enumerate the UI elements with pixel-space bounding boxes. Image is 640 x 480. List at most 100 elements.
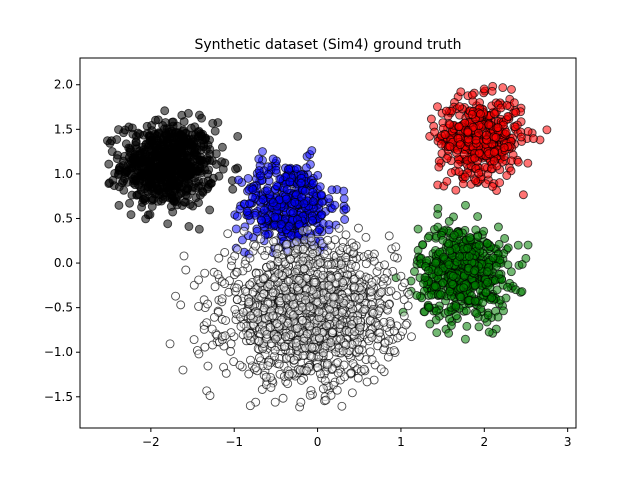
data-point bbox=[268, 311, 278, 321]
data-point bbox=[449, 230, 459, 240]
data-point bbox=[299, 244, 308, 254]
data-point bbox=[315, 258, 325, 268]
data-point bbox=[327, 328, 337, 338]
data-point bbox=[523, 240, 533, 250]
data-point bbox=[291, 338, 301, 348]
data-point bbox=[516, 132, 526, 142]
data-point bbox=[146, 161, 156, 171]
data-point bbox=[231, 164, 241, 174]
data-point bbox=[309, 277, 319, 287]
data-point bbox=[454, 167, 464, 177]
data-point bbox=[169, 132, 179, 142]
data-point bbox=[495, 178, 505, 188]
data-point bbox=[256, 234, 266, 244]
data-point bbox=[403, 301, 413, 311]
data-point bbox=[467, 90, 477, 100]
data-point bbox=[451, 302, 461, 311]
data-point bbox=[230, 251, 240, 261]
data-point bbox=[214, 171, 224, 181]
data-point bbox=[220, 279, 230, 289]
data-point bbox=[461, 306, 471, 316]
data-point bbox=[523, 158, 533, 168]
cluster-1 bbox=[103, 106, 243, 234]
data-point bbox=[269, 237, 279, 247]
x-tick-label: 0 bbox=[314, 435, 322, 449]
data-point bbox=[141, 214, 151, 224]
x-tick-label: 1 bbox=[397, 435, 405, 449]
data-point bbox=[321, 395, 331, 405]
data-point bbox=[445, 142, 455, 152]
data-point bbox=[354, 345, 364, 355]
data-point bbox=[294, 275, 304, 285]
data-point bbox=[220, 158, 230, 168]
y-axis: −1.5 −1.0 −0.5 0.0 0.5 1.0 1.5 2.0 bbox=[44, 78, 80, 404]
data-point bbox=[213, 270, 223, 279]
data-point bbox=[292, 164, 301, 173]
data-point bbox=[258, 195, 268, 204]
data-point bbox=[341, 230, 351, 240]
data-point bbox=[187, 186, 197, 196]
data-point bbox=[246, 355, 255, 365]
data-point bbox=[282, 185, 292, 195]
data-point bbox=[367, 332, 377, 342]
data-point bbox=[481, 130, 491, 140]
data-point bbox=[301, 163, 311, 173]
data-point bbox=[298, 351, 308, 361]
data-point bbox=[168, 207, 178, 217]
x-tick-label: −1 bbox=[225, 435, 243, 449]
data-point bbox=[185, 170, 195, 180]
data-point bbox=[424, 302, 434, 312]
data-point bbox=[154, 169, 164, 179]
data-point bbox=[475, 148, 484, 158]
data-point bbox=[231, 224, 241, 234]
data-point bbox=[379, 317, 389, 327]
data-point bbox=[439, 252, 449, 262]
data-point bbox=[317, 210, 327, 220]
data-point bbox=[389, 326, 399, 336]
data-point bbox=[445, 120, 455, 130]
data-point bbox=[126, 210, 136, 220]
data-point bbox=[461, 200, 470, 210]
data-point bbox=[165, 339, 175, 349]
data-point bbox=[460, 172, 470, 182]
data-point bbox=[326, 338, 336, 348]
data-point bbox=[189, 148, 199, 158]
data-point bbox=[431, 258, 440, 268]
data-point bbox=[339, 360, 349, 370]
data-point bbox=[274, 359, 284, 369]
data-point bbox=[448, 279, 458, 289]
data-point bbox=[368, 308, 378, 318]
data-point bbox=[501, 293, 511, 303]
data-point bbox=[305, 321, 315, 331]
data-point bbox=[254, 336, 264, 346]
data-point bbox=[484, 327, 494, 337]
data-point bbox=[400, 278, 410, 288]
data-point bbox=[308, 197, 318, 207]
data-point bbox=[189, 137, 199, 147]
data-point bbox=[482, 239, 492, 249]
data-point bbox=[147, 140, 156, 150]
data-point bbox=[292, 237, 302, 247]
data-point bbox=[464, 252, 474, 261]
data-point bbox=[463, 127, 473, 137]
data-point bbox=[474, 168, 484, 178]
data-point bbox=[380, 260, 390, 270]
data-point bbox=[199, 324, 209, 334]
data-point bbox=[498, 83, 508, 93]
data-point bbox=[126, 146, 136, 156]
data-point bbox=[217, 142, 227, 152]
data-point bbox=[413, 224, 423, 234]
data-point bbox=[238, 307, 248, 317]
data-point bbox=[281, 354, 291, 363]
data-point bbox=[455, 140, 465, 150]
data-point bbox=[296, 178, 306, 188]
data-point bbox=[232, 295, 242, 305]
data-point bbox=[467, 110, 477, 119]
data-point bbox=[179, 117, 189, 127]
data-point bbox=[335, 320, 345, 330]
data-point bbox=[391, 242, 401, 252]
data-point bbox=[338, 278, 348, 288]
data-point bbox=[188, 201, 198, 211]
data-point bbox=[284, 221, 294, 231]
data-point bbox=[503, 282, 512, 292]
